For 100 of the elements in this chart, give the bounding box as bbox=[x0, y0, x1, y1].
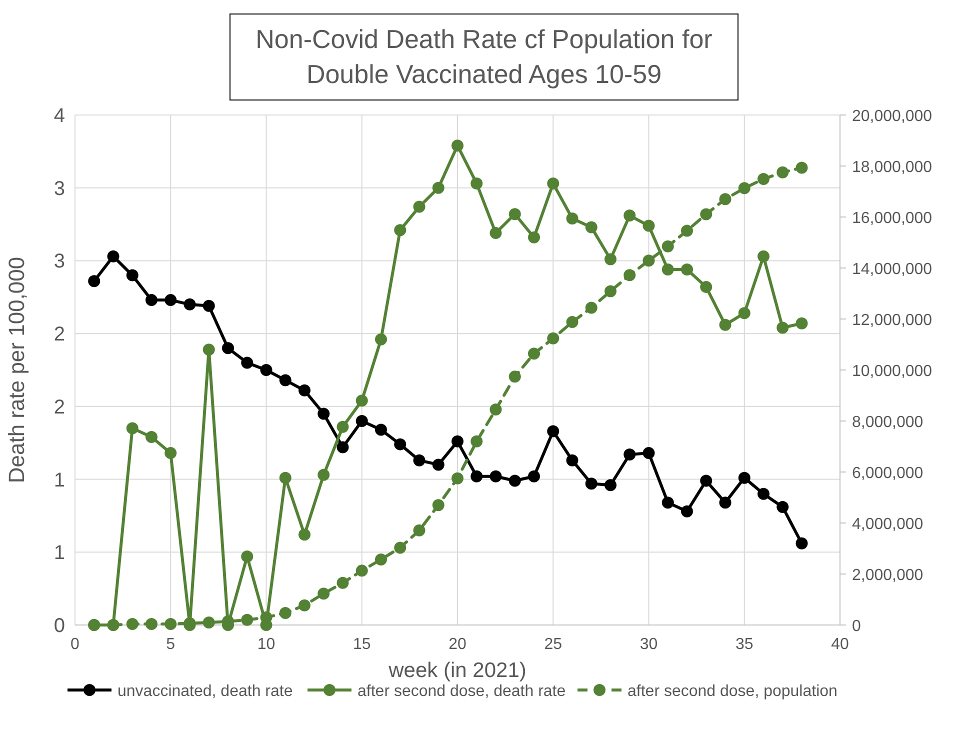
point bbox=[624, 269, 636, 282]
point bbox=[146, 294, 158, 306]
point bbox=[394, 542, 406, 554]
point bbox=[164, 447, 177, 460]
point bbox=[88, 619, 100, 631]
point bbox=[126, 269, 138, 282]
point bbox=[356, 394, 368, 407]
point bbox=[528, 231, 540, 244]
point bbox=[738, 472, 750, 484]
point bbox=[604, 253, 616, 266]
x-tick-label: 20 bbox=[448, 636, 466, 653]
point bbox=[662, 263, 674, 276]
point bbox=[681, 505, 693, 518]
point bbox=[738, 182, 750, 194]
point bbox=[547, 332, 560, 344]
point bbox=[566, 454, 578, 466]
point bbox=[758, 173, 770, 186]
point bbox=[700, 474, 712, 487]
point bbox=[758, 488, 770, 500]
y2-tick-label: 8,000,000 bbox=[852, 414, 924, 431]
point bbox=[719, 496, 732, 509]
x-tick-label: 25 bbox=[544, 636, 562, 653]
point bbox=[470, 177, 483, 190]
point bbox=[88, 275, 100, 288]
point bbox=[336, 576, 349, 589]
point bbox=[662, 496, 674, 509]
point bbox=[642, 447, 655, 460]
y-tick-label: 2 bbox=[54, 324, 65, 346]
y-tick-label: 4 bbox=[54, 105, 65, 127]
point bbox=[394, 438, 406, 450]
point bbox=[432, 458, 444, 471]
point bbox=[681, 263, 693, 276]
point bbox=[375, 333, 387, 346]
point bbox=[184, 298, 196, 310]
point bbox=[146, 618, 158, 630]
x-axis-title: week (in 2021) bbox=[388, 659, 526, 682]
point bbox=[547, 177, 560, 190]
y2-tick-label: 16,000,000 bbox=[852, 210, 932, 227]
point bbox=[164, 294, 177, 306]
y2-tick-label: 18,000,000 bbox=[852, 159, 932, 176]
point bbox=[356, 415, 368, 427]
point bbox=[356, 564, 368, 577]
point bbox=[279, 607, 292, 620]
point bbox=[279, 374, 292, 386]
point bbox=[146, 431, 158, 444]
point bbox=[738, 307, 750, 320]
point bbox=[107, 619, 120, 631]
point bbox=[241, 550, 254, 563]
x-tick-label: 10 bbox=[257, 636, 276, 653]
point bbox=[547, 425, 560, 438]
point bbox=[126, 422, 138, 434]
y2-tick-label: 12,000,000 bbox=[852, 312, 932, 329]
point bbox=[490, 404, 502, 416]
legend-label: after second dose, death rate bbox=[358, 683, 566, 700]
point bbox=[432, 182, 444, 194]
y-axis-title: Death rate per 100,000 bbox=[4, 256, 29, 484]
y-tick-label: 3 bbox=[54, 178, 65, 200]
point bbox=[604, 285, 616, 298]
y-tick-label: 1 bbox=[54, 542, 65, 564]
point bbox=[776, 322, 789, 334]
point bbox=[719, 318, 732, 331]
point bbox=[336, 420, 349, 433]
point bbox=[700, 208, 712, 220]
point bbox=[508, 208, 521, 220]
point bbox=[796, 162, 808, 174]
point bbox=[452, 472, 464, 484]
point bbox=[413, 454, 426, 466]
point bbox=[318, 408, 330, 420]
point bbox=[413, 524, 426, 536]
point bbox=[642, 220, 655, 232]
point bbox=[222, 342, 234, 354]
point bbox=[126, 618, 138, 630]
y2-tick-label: 0 bbox=[852, 618, 861, 635]
point bbox=[260, 364, 272, 376]
point bbox=[452, 435, 464, 448]
y-tick-label: 3 bbox=[54, 250, 65, 273]
point bbox=[624, 210, 636, 222]
point bbox=[452, 140, 464, 152]
x-tick-label: 40 bbox=[831, 636, 849, 653]
point bbox=[202, 344, 215, 356]
point bbox=[776, 500, 789, 513]
point bbox=[662, 240, 674, 252]
point bbox=[528, 470, 540, 482]
y-tick-label: 1 bbox=[54, 469, 65, 492]
x-tick-label: 35 bbox=[735, 636, 754, 653]
point bbox=[776, 166, 789, 178]
point bbox=[375, 424, 387, 436]
point bbox=[700, 280, 712, 293]
point bbox=[298, 599, 310, 612]
point bbox=[318, 588, 330, 600]
point bbox=[107, 250, 120, 262]
point bbox=[298, 528, 310, 541]
point bbox=[585, 221, 598, 234]
chart-title: Non-Covid Death Rate cf Population for Double Vaccinated Ages 10-59 bbox=[256, 24, 713, 89]
point bbox=[566, 212, 578, 224]
y2-tick-label: 2,000,000 bbox=[852, 567, 924, 584]
x-tick-label: 15 bbox=[352, 636, 371, 653]
point bbox=[298, 384, 310, 396]
point bbox=[202, 300, 215, 312]
point bbox=[394, 224, 406, 236]
